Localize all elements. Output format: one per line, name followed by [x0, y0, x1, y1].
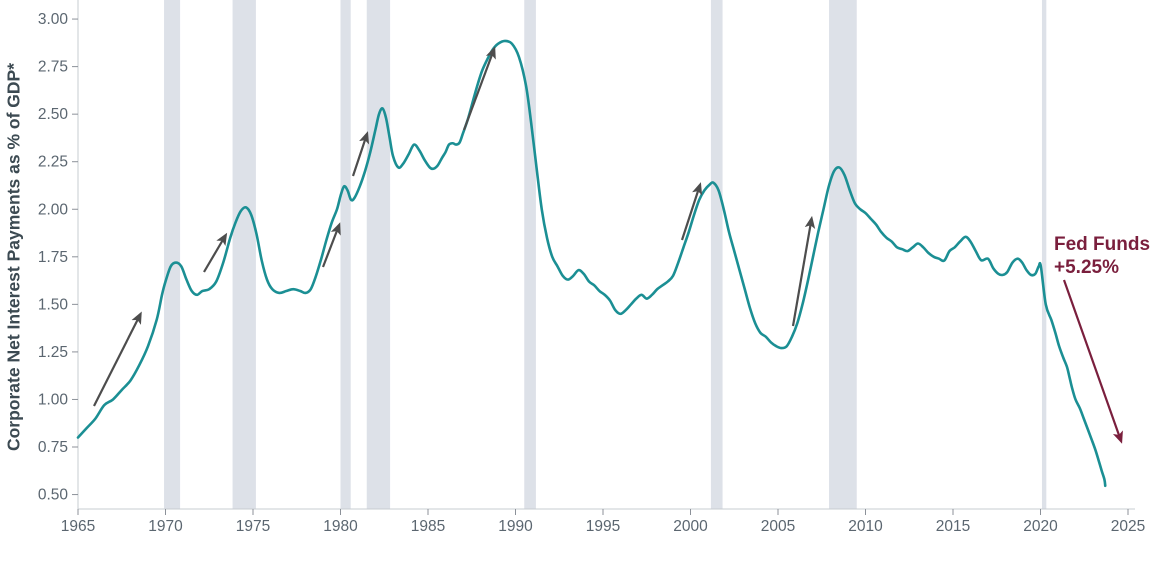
svg-text:1975: 1975	[236, 518, 270, 535]
svg-text:1970: 1970	[148, 518, 183, 535]
svg-text:2020: 2020	[1023, 518, 1058, 535]
svg-text:2025: 2025	[1111, 518, 1145, 535]
svg-text:1985: 1985	[411, 518, 445, 535]
svg-text:3.00: 3.00	[38, 11, 69, 28]
svg-text:2015: 2015	[936, 518, 970, 535]
svg-text:1965: 1965	[61, 518, 95, 535]
svg-text:1.00: 1.00	[38, 391, 69, 408]
svg-text:2.25: 2.25	[38, 154, 68, 171]
svg-text:+5.25%: +5.25%	[1054, 257, 1119, 278]
svg-text:1980: 1980	[323, 518, 358, 535]
svg-text:2.50: 2.50	[38, 106, 69, 123]
svg-text:1.25: 1.25	[38, 344, 68, 361]
svg-text:1.50: 1.50	[38, 296, 69, 313]
svg-text:0.75: 0.75	[38, 439, 68, 456]
svg-text:2005: 2005	[761, 518, 795, 535]
svg-text:1995: 1995	[586, 518, 620, 535]
svg-text:2000: 2000	[673, 518, 708, 535]
svg-text:Fed Funds: Fed Funds	[1054, 234, 1150, 255]
svg-text:2.75: 2.75	[38, 59, 68, 76]
svg-text:1990: 1990	[498, 518, 533, 535]
svg-text:0.50: 0.50	[38, 487, 69, 504]
svg-text:2010: 2010	[848, 518, 883, 535]
svg-text:2.00: 2.00	[38, 201, 69, 218]
svg-text:1.75: 1.75	[38, 249, 68, 266]
